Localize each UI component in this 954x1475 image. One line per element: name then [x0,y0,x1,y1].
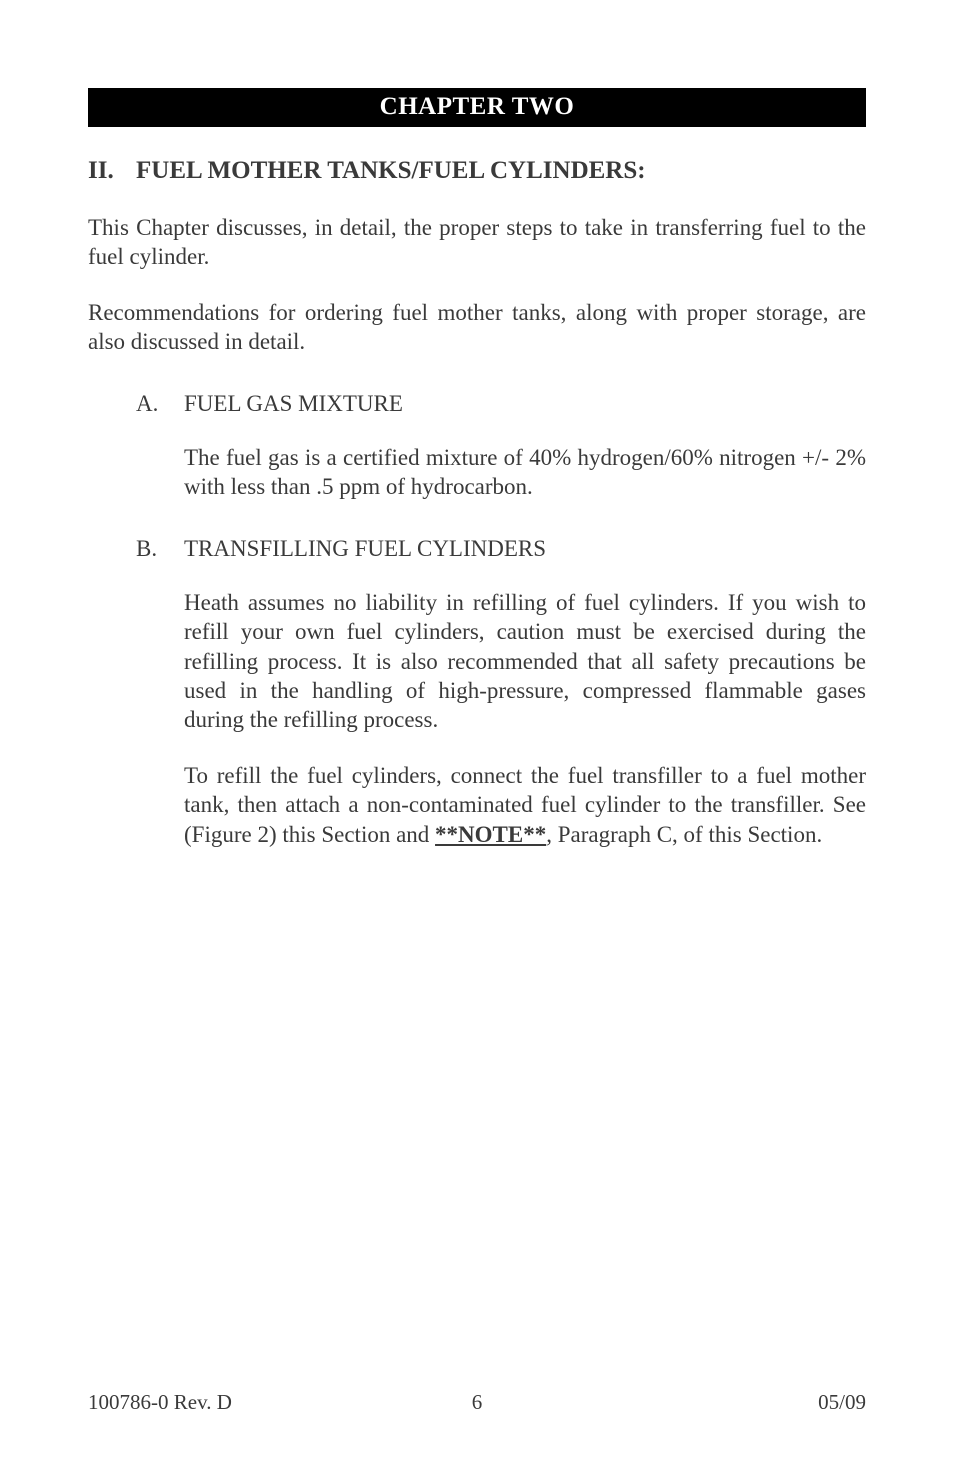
subsection-paragraph: The fuel gas is a certified mixture of 4… [184,443,866,502]
chapter-bar: CHAPTER TWO [88,88,866,127]
section-heading: II.FUEL MOTHER TANKS/FUEL CYLINDERS: [88,157,866,185]
subsection-letter: B. [136,536,184,562]
subsection-a: A.FUEL GAS MIXTURE The fuel gas is a cer… [88,391,866,502]
intro-paragraph: This Chapter discusses, in detail, the p… [88,213,866,272]
section-title: FUEL MOTHER TANKS/FUEL CYLINDERS: [136,157,646,184]
page-footer: 100786-0 Rev. D 6 05/09 [88,1390,866,1415]
note-reference: **NOTE** [435,822,546,847]
subsection-paragraph-note: To refill the fuel cylinders, connect th… [184,761,866,849]
section-number: II. [88,157,136,185]
subsection-heading: A.FUEL GAS MIXTURE [136,391,866,417]
subsection-title: TRANSFILLING FUEL CYLINDERS [184,536,546,561]
subsection-b: B.TRANSFILLING FUEL CYLINDERS Heath assu… [88,536,866,850]
subsection-heading: B.TRANSFILLING FUEL CYLINDERS [136,536,866,562]
note-post-text: , Paragraph C, of this Section. [546,822,822,847]
intro-paragraph: Recommendations for ordering fuel mother… [88,298,866,357]
subsection-letter: A. [136,391,184,417]
subsection-title: FUEL GAS MIXTURE [184,391,403,416]
footer-page-number: 6 [88,1390,866,1415]
subsection-paragraph: Heath assumes no liability in refilling … [184,588,866,735]
